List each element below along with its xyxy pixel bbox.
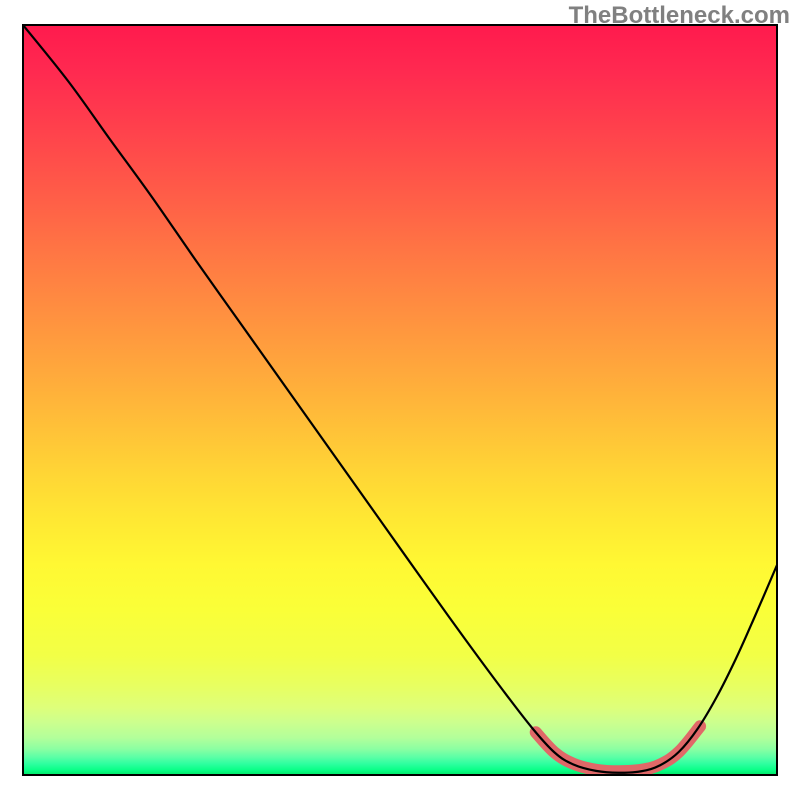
gradient-background bbox=[23, 25, 777, 775]
bottleneck-chart bbox=[0, 0, 800, 800]
watermark-text: TheBottleneck.com bbox=[569, 2, 790, 30]
